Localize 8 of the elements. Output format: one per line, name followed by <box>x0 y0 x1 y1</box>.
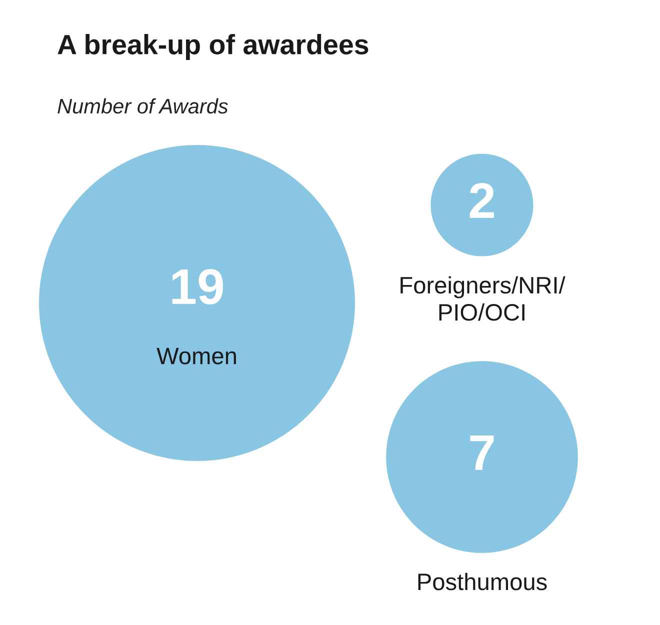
category-label: Posthumous <box>418 572 547 590</box>
data-label: 19 <box>172 269 223 304</box>
text: A break-up of awardees <box>58 34 368 60</box>
category-label: Foreigners/NRI/ PIO/OCI <box>400 276 566 321</box>
text: Number of Awards <box>58 98 228 114</box>
data-label: 7 <box>470 436 494 470</box>
category-label: Women <box>156 348 236 364</box>
data-label: 2 <box>470 183 494 218</box>
